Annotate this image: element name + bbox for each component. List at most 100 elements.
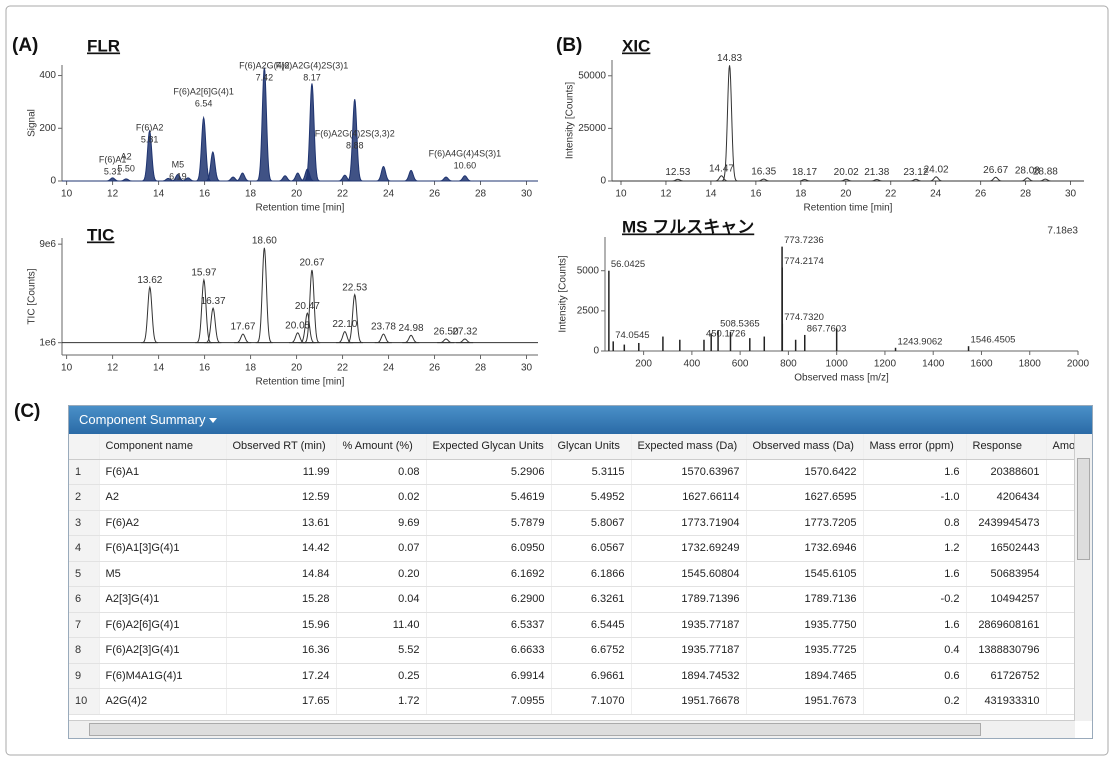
peak [837, 178, 855, 182]
y-tick-label: 9e6 [39, 239, 56, 250]
cell: 1627.66114 [631, 484, 747, 511]
row-number: 3 [69, 510, 100, 536]
y-axis-label: TIC [Counts] [27, 268, 38, 324]
y-axis-label: Signal [27, 109, 38, 137]
cell: 1388830796 [966, 637, 1047, 664]
cell: 14.42 [226, 535, 337, 562]
cell: 6.6752 [551, 637, 632, 664]
corner-cell [69, 434, 100, 460]
cell: 1570.63967 [631, 459, 747, 485]
cell: 6.1866 [551, 561, 632, 587]
table-row[interactable]: 1 F(6)A1 11.99 0.08 5.2906 5.3115 1570.63967 15… [69, 459, 1075, 485]
cell: 17.65 [226, 688, 337, 715]
x-tick-label: 14 [153, 363, 165, 374]
cell-clipped [1046, 535, 1075, 562]
x-tick-label: 10 [61, 363, 73, 374]
cell: 1773.71904 [631, 510, 747, 536]
peak-label: 18.60 [252, 235, 277, 246]
peak [303, 269, 321, 344]
cell: 1545.60804 [631, 561, 747, 587]
peak-label: 774.7320 [784, 312, 824, 323]
peak [437, 176, 455, 182]
peak-label: 26.50 [434, 327, 459, 338]
peak-label: 450.1726 [706, 328, 746, 339]
table-row[interactable]: 9 F(6)M4A1G(4)1 17.24 0.25 6.9914 6.9661 1894.… [69, 663, 1075, 689]
peak-label: 508.5365 [720, 319, 760, 330]
peak-label: 15.97 [191, 268, 216, 279]
table-header-bar[interactable]: Component Summary [69, 406, 1092, 434]
table-row[interactable]: 6 A2[3]G(4)1 15.28 0.04 6.2900 6.3261 1789.713… [69, 586, 1075, 613]
table-row[interactable]: 4 F(6)A1[3]G(4)1 14.42 0.07 6.0950 6.0567 1732… [69, 535, 1075, 562]
annotation-gu: 5.31 [104, 166, 122, 176]
cell: 5.8067 [551, 510, 632, 536]
peak [204, 151, 222, 182]
annotation-gu: 5.81 [141, 134, 159, 144]
peak [179, 177, 197, 182]
peak-label: 773.7236 [784, 235, 824, 246]
cell: 11.40 [336, 612, 427, 638]
column-header[interactable]: Glycan Units [551, 434, 632, 460]
column-header[interactable]: Expected mass (Da) [631, 434, 747, 460]
cell-clipped [1046, 459, 1075, 485]
x-tick-label: 800 [780, 359, 797, 370]
peak [437, 338, 455, 344]
x-tick-label: 14 [153, 189, 165, 200]
x-tick-label: 26 [975, 189, 987, 200]
cell: 5.2906 [426, 459, 552, 485]
x-axis-label: Retention time [min] [804, 203, 893, 214]
table-row[interactable]: 5 M5 14.84 0.20 6.1692 6.1866 1545.60804 1545.6… [69, 561, 1075, 587]
annotation-name: F(6)A4G(4)4S(3)1 [429, 148, 502, 158]
cell: 1570.6422 [746, 459, 864, 485]
annotation-gu: 5.50 [117, 163, 135, 173]
x-tick-label: 26 [429, 363, 441, 374]
column-header[interactable]: Observed mass (Da) [746, 434, 864, 460]
peak [868, 179, 885, 182]
peak-label: 23.12 [903, 167, 928, 178]
column-header[interactable]: Expected Glycan Units [426, 434, 552, 460]
cell: 0.20 [336, 561, 427, 587]
x-tick-label: 18 [245, 363, 257, 374]
y-tick-label: 50000 [578, 70, 606, 81]
peak [345, 99, 364, 182]
column-header[interactable]: Observed RT (min) [226, 434, 337, 460]
peak [907, 178, 924, 182]
column-header[interactable]: % Amount (%) [336, 434, 427, 460]
row-number: 4 [69, 535, 100, 562]
row-number: 9 [69, 663, 100, 689]
cell: 6.9914 [426, 663, 552, 689]
x-tick-label: 200 [635, 359, 652, 370]
cell: 11.99 [226, 459, 337, 485]
column-header[interactable]: Component name [99, 434, 227, 460]
peak-label: 17.67 [230, 322, 255, 333]
table-row[interactable]: 8 F(6)A2[3]G(4)1 16.36 5.52 6.6633 6.6752 1935… [69, 637, 1075, 664]
peak-label: 14.83 [717, 53, 742, 64]
cell: 7.1070 [551, 688, 632, 715]
y-tick-label: 0 [50, 176, 56, 187]
vertical-scrollbar[interactable] [1074, 434, 1092, 721]
cell: 1.72 [336, 688, 427, 715]
row-number: 5 [69, 561, 100, 587]
chart-title: XIC [622, 36, 650, 55]
horizontal-scrollbar[interactable] [69, 720, 1075, 738]
peak-label: 22.10 [332, 319, 357, 330]
cell: 1732.69249 [631, 535, 747, 562]
column-header[interactable]: Response [966, 434, 1047, 460]
table-row[interactable]: 10 A2G(4)2 17.65 1.72 7.0955 7.1070 1951.76678… [69, 688, 1075, 715]
table-row[interactable]: 7 F(6)A2[6]G(4)1 15.96 11.40 6.5337 6.5445 193… [69, 612, 1075, 638]
cell: 16.36 [226, 637, 337, 664]
annotation-gu: 10.60 [454, 160, 477, 170]
cell: 0.2 [863, 688, 967, 715]
annotation-name: A2 [121, 151, 132, 161]
cell: 15.96 [226, 612, 337, 638]
x-tick-label: 16 [750, 189, 762, 200]
column-header[interactable]: Amo [1046, 434, 1075, 460]
cell: 5.4619 [426, 484, 552, 511]
cell-clipped [1046, 637, 1075, 664]
table-row[interactable]: 3 F(6)A2 13.61 9.69 5.7879 5.8067 1773.71904 17… [69, 510, 1075, 536]
x-tick-label: 12 [107, 363, 119, 374]
x-axis-label: Observed mass [m/z] [794, 373, 889, 384]
table-row[interactable]: 2 A2 12.59 0.02 5.4619 5.4952 1627.66114 1627.6… [69, 484, 1075, 511]
cell: 2869608161 [966, 612, 1047, 638]
column-header[interactable]: Mass error (ppm) [863, 434, 967, 460]
